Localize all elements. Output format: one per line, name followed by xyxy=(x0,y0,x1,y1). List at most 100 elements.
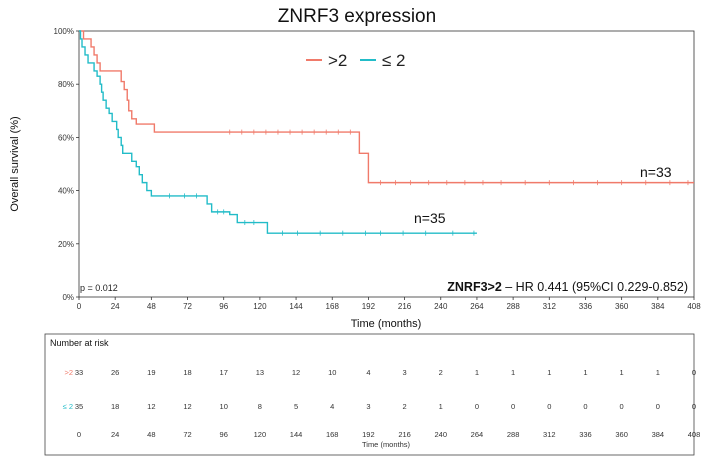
risk-cell: 0 xyxy=(620,402,624,411)
x-tick-label: 360 xyxy=(615,302,629,311)
risk-cell: 0 xyxy=(692,368,696,377)
series-line-high xyxy=(79,30,694,184)
x-tick-label: 264 xyxy=(470,302,484,311)
x-tick-label: 0 xyxy=(77,302,82,311)
chart-title: ZNRF3 expression xyxy=(278,6,436,27)
risk-cell: 19 xyxy=(147,368,155,377)
risk-cell: 10 xyxy=(220,402,228,411)
risk-cell: 1 xyxy=(475,368,479,377)
x-tick-label: 384 xyxy=(651,302,665,311)
y-tick-label: 80% xyxy=(58,80,74,89)
risk-cell: 13 xyxy=(256,368,264,377)
risk-cell: 18 xyxy=(183,368,191,377)
series-line-low xyxy=(79,30,477,234)
p-value-label: p = 0.012 xyxy=(80,283,118,293)
risk-cell: 10 xyxy=(328,368,336,377)
x-tick-label: 168 xyxy=(326,302,340,311)
risk-cell: 1 xyxy=(439,402,443,411)
risk-x-tick-label: 360 xyxy=(615,430,628,439)
legend: >2 ≤ 2 xyxy=(306,51,406,70)
risk-cell: 12 xyxy=(183,402,191,411)
hazard-ratio-value: – HR 0.441 (95%CI 0.229-0.852) xyxy=(502,280,688,294)
legend-label-high: >2 xyxy=(328,51,347,70)
risk-cell: 1 xyxy=(583,368,587,377)
risk-x-tick-label: 336 xyxy=(579,430,592,439)
risk-cell: 12 xyxy=(292,368,300,377)
series-high-end-label: n=33 xyxy=(640,164,672,180)
x-tick-label: 288 xyxy=(506,302,520,311)
risk-table-x-label: Time (months) xyxy=(362,440,411,449)
risk-cell: 1 xyxy=(547,368,551,377)
risk-cell: 18 xyxy=(111,402,119,411)
risk-x-tick-label: 384 xyxy=(652,430,665,439)
hazard-ratio-label: ZNRF3>2 – HR 0.441 (95%CI 0.229-0.852) xyxy=(447,280,688,294)
risk-x-tick-label: 24 xyxy=(111,430,119,439)
x-tick-label: 72 xyxy=(183,302,192,311)
risk-cell: 0 xyxy=(583,402,587,411)
x-tick-label: 96 xyxy=(219,302,228,311)
risk-cell: 26 xyxy=(111,368,119,377)
risk-table-border xyxy=(44,333,695,456)
legend-label-low: ≤ 2 xyxy=(382,51,406,70)
x-tick-label: 408 xyxy=(687,302,701,311)
risk-cell: 3 xyxy=(403,368,407,377)
y-axis-label: Overall survival (%) xyxy=(9,116,21,211)
risk-table: Number at risk Time (months) xyxy=(44,333,695,456)
series-low-end-label: n=35 xyxy=(414,210,446,226)
risk-x-tick-label: 312 xyxy=(543,430,556,439)
risk-cell: 0 xyxy=(692,402,696,411)
risk-cell: 0 xyxy=(547,402,551,411)
risk-row-label: ≤ 2 xyxy=(63,402,73,411)
y-tick-label: 20% xyxy=(58,240,74,249)
risk-cell: 0 xyxy=(475,402,479,411)
x-tick-label: 48 xyxy=(147,302,156,311)
x-axis-label: Time (months) xyxy=(351,318,422,330)
x-tick-label: 120 xyxy=(253,302,267,311)
risk-cell: 17 xyxy=(220,368,228,377)
x-ticks: 0 24 48 72 96 120 144 168 192 216 240 264 288 312 336 3… xyxy=(77,297,701,311)
plot-area xyxy=(78,30,695,298)
x-tick-label: 24 xyxy=(111,302,120,311)
risk-cell: 2 xyxy=(403,402,407,411)
x-tick-label: 312 xyxy=(543,302,557,311)
risk-x-tick-label: 0 xyxy=(77,430,81,439)
risk-x-tick-label: 192 xyxy=(362,430,375,439)
risk-cell: 33 xyxy=(75,368,83,377)
risk-cell: 12 xyxy=(147,402,155,411)
risk-cell: 35 xyxy=(75,402,83,411)
y-tick-label: 100% xyxy=(54,27,74,36)
risk-cell: 4 xyxy=(366,368,370,377)
risk-cell: 1 xyxy=(620,368,624,377)
series-layer xyxy=(79,30,694,236)
risk-cell: 3 xyxy=(366,402,370,411)
risk-cell: 1 xyxy=(656,368,660,377)
risk-cell: 0 xyxy=(511,402,515,411)
risk-x-tick-label: 288 xyxy=(507,430,520,439)
risk-cell: 4 xyxy=(330,402,334,411)
risk-table-title: Number at risk xyxy=(50,338,109,348)
risk-cell: 2 xyxy=(439,368,443,377)
risk-cell: 0 xyxy=(656,402,660,411)
risk-table-cells: >2 33 26 19 18 17 13 12 10 4 3 2 1 1 1 1 1 1 0≤ 2 35 18 12 12 1… xyxy=(63,368,701,439)
risk-x-tick-label: 408 xyxy=(688,430,701,439)
risk-x-tick-label: 240 xyxy=(435,430,448,439)
x-tick-label: 216 xyxy=(398,302,412,311)
risk-row-label: >2 xyxy=(64,368,73,377)
risk-x-tick-label: 264 xyxy=(471,430,484,439)
x-tick-label: 144 xyxy=(289,302,303,311)
risk-x-tick-label: 72 xyxy=(183,430,191,439)
y-tick-label: 60% xyxy=(58,133,74,142)
y-tick-label: 0% xyxy=(62,293,74,302)
risk-x-tick-label: 216 xyxy=(398,430,411,439)
risk-x-tick-label: 48 xyxy=(147,430,155,439)
x-tick-label: 192 xyxy=(362,302,376,311)
risk-x-tick-label: 168 xyxy=(326,430,339,439)
plot-border xyxy=(78,30,695,298)
hazard-ratio-group: ZNRF3>2 xyxy=(447,280,502,294)
y-tick-label: 40% xyxy=(58,187,74,196)
y-ticks: 0% 20% 40% 60% 80% 100% xyxy=(54,27,79,302)
x-tick-label: 336 xyxy=(579,302,593,311)
risk-cell: 5 xyxy=(294,402,298,411)
x-tick-label: 240 xyxy=(434,302,448,311)
